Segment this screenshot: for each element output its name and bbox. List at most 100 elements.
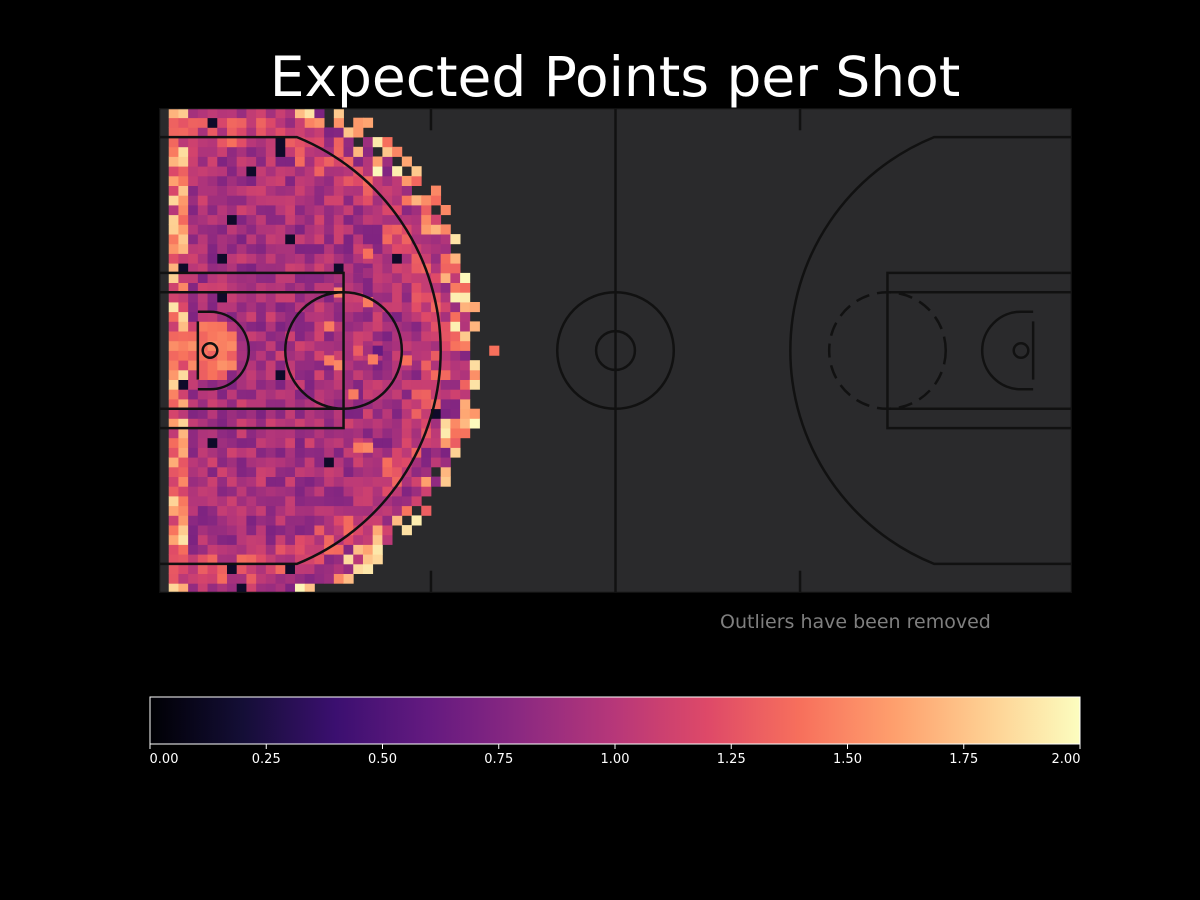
- heatmap-cell: [178, 175, 189, 186]
- heatmap-cell: [304, 399, 315, 410]
- heatmap-cell: [188, 408, 199, 419]
- heatmap-cell: [314, 234, 325, 245]
- heatmap-cell: [343, 525, 354, 536]
- heatmap-cell: [304, 486, 315, 497]
- heatmap-cell: [430, 331, 442, 342]
- heatmap-cell: [217, 360, 228, 371]
- heatmap-cell: [236, 205, 247, 216]
- heatmap-cell: [226, 331, 238, 342]
- heatmap-cell: [372, 369, 383, 380]
- heatmap-cell: [450, 428, 461, 439]
- heatmap-cell: [343, 243, 354, 254]
- heatmap-cell: [343, 331, 354, 342]
- heatmap-cell: [226, 408, 238, 419]
- heatmap-cell: [294, 399, 306, 410]
- heatmap-cell: [168, 457, 179, 468]
- heatmap-cell: [440, 457, 451, 468]
- heatmap-cell: [226, 418, 238, 429]
- heatmap-cell: [236, 156, 247, 167]
- heatmap-cell: [168, 146, 179, 157]
- heatmap-cell: [411, 340, 422, 351]
- heatmap-cell: [392, 311, 403, 322]
- heatmap-cell: [362, 534, 374, 545]
- heatmap-cell: [236, 185, 247, 196]
- heatmap-cell: [421, 437, 432, 448]
- heatmap-cell: [285, 214, 296, 225]
- heatmap-cell: [362, 379, 374, 390]
- heatmap-cell: [411, 175, 422, 186]
- heatmap-cell: [304, 146, 315, 157]
- heatmap-cell: [226, 399, 238, 410]
- heatmap-cell: [324, 399, 335, 410]
- heatmap-cell: [469, 369, 480, 380]
- heatmap-cell: [188, 214, 199, 225]
- heatmap-cell: [343, 437, 354, 448]
- heatmap-cell: [226, 486, 238, 497]
- heatmap-cell: [265, 457, 276, 468]
- chart-title: Expected Points per Shot: [269, 45, 961, 109]
- heatmap-cell: [372, 437, 383, 448]
- heatmap-cell: [275, 156, 286, 167]
- heatmap-cell: [333, 418, 344, 429]
- heatmap-cell: [469, 418, 480, 429]
- heatmap-cell: [382, 418, 393, 429]
- heatmap-cell: [256, 515, 267, 526]
- heatmap-cell: [178, 340, 189, 351]
- heatmap-cell: [333, 224, 344, 235]
- heatmap-cell: [265, 127, 276, 138]
- heatmap-cell: [197, 399, 208, 410]
- heatmap-cell: [178, 331, 189, 342]
- heatmap-cell: [275, 117, 286, 128]
- heatmap-cell: [207, 496, 218, 507]
- heatmap-cell: [246, 205, 257, 216]
- heatmap-cell: [236, 195, 247, 206]
- heatmap-cell: [392, 428, 403, 439]
- heatmap-cell: [382, 185, 393, 196]
- heatmap-cell: [460, 272, 471, 283]
- heatmap-cell: [411, 166, 422, 177]
- heatmap-cell: [226, 253, 238, 264]
- heatmap-cell: [217, 253, 228, 264]
- heatmap-cell: [188, 369, 199, 380]
- heatmap-cell: [430, 408, 442, 419]
- heatmap-cell: [421, 292, 432, 303]
- heatmap-cell: [343, 166, 354, 177]
- heatmap-cell: [362, 311, 374, 322]
- heatmap-cell: [285, 428, 296, 439]
- heatmap-cell: [353, 185, 364, 196]
- heatmap-cell: [460, 399, 471, 410]
- heatmap-cell: [450, 350, 461, 361]
- heatmap-cell: [411, 234, 422, 245]
- heatmap-cell: [343, 573, 354, 584]
- heatmap-cell: [168, 205, 179, 216]
- heatmap-cell: [294, 331, 306, 342]
- heatmap-cell: [265, 525, 276, 536]
- heatmap-cell: [168, 476, 179, 487]
- heatmap-cell: [353, 253, 364, 264]
- heatmap-cell: [178, 563, 189, 574]
- heatmap-cell: [314, 389, 325, 400]
- heatmap-cell: [333, 544, 344, 555]
- heatmap-cell: [217, 408, 228, 419]
- heatmap-cell: [294, 175, 306, 186]
- heatmap-cell: [324, 486, 335, 497]
- heatmap-cell: [343, 554, 354, 565]
- heatmap-cell: [178, 117, 189, 128]
- heatmap-cell: [217, 146, 228, 157]
- heatmap-cell: [382, 369, 393, 380]
- heatmap-cell: [304, 214, 315, 225]
- heatmap-cell: [207, 185, 218, 196]
- heatmap-cell: [382, 214, 393, 225]
- heatmap-cell: [188, 583, 199, 593]
- heatmap-cell: [440, 282, 451, 293]
- heatmap-cell: [178, 156, 189, 167]
- heatmap-cell: [372, 166, 383, 177]
- heatmap-cell: [226, 263, 238, 274]
- heatmap-cell: [392, 253, 403, 264]
- heatmap-cell: [304, 418, 315, 429]
- heatmap-cell: [411, 408, 422, 419]
- heatmap-cell: [236, 263, 247, 274]
- heatmap-cell: [324, 214, 335, 225]
- heatmap-cell: [372, 544, 383, 555]
- heatmap-cell: [401, 263, 412, 274]
